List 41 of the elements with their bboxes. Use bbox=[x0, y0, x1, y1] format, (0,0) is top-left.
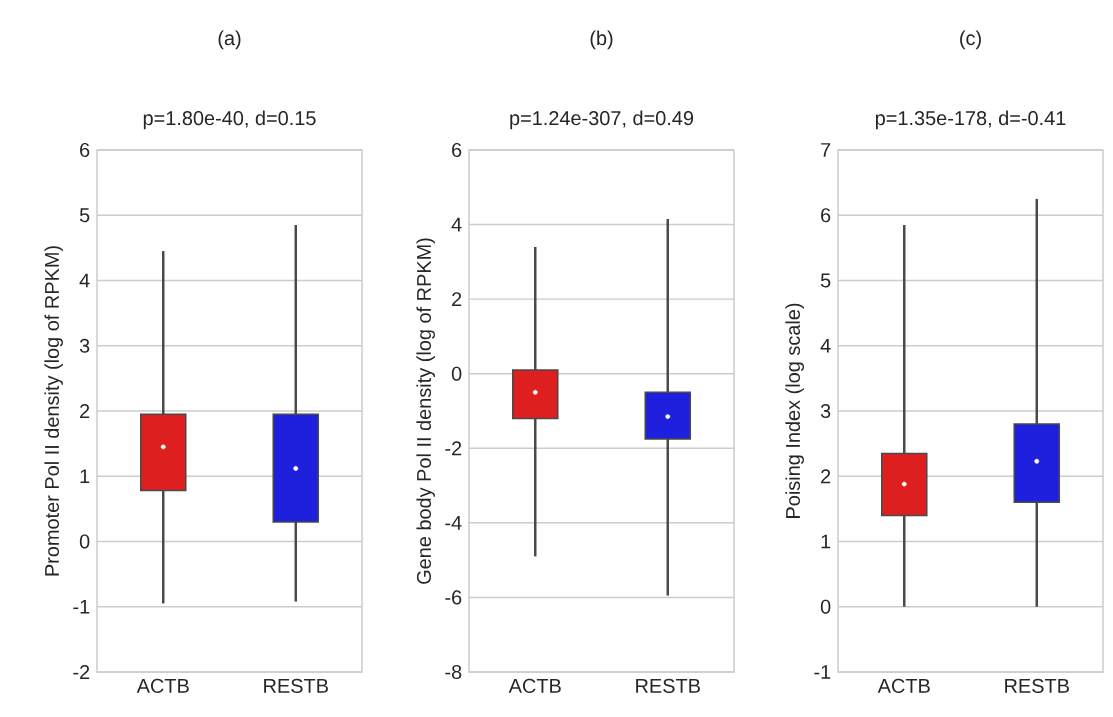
y-tick-label: 7 bbox=[821, 143, 831, 157]
y-tick-label: -4 bbox=[445, 515, 462, 530]
y-tick-label: -2 bbox=[445, 441, 462, 456]
chart-title: (b) bbox=[590, 30, 613, 50]
y-tick-label: 4 bbox=[79, 273, 90, 288]
y-tick-label: 4 bbox=[820, 338, 831, 353]
y-tick-label: 3 bbox=[79, 338, 90, 353]
y-tick-label: -1 bbox=[73, 599, 90, 614]
y-tick-label: 2 bbox=[80, 404, 90, 418]
y-tick-label: 4 bbox=[451, 217, 462, 232]
y-tick-label: 3 bbox=[820, 403, 831, 419]
chart-subtitle: p=1.24e-307, d=0.49 bbox=[510, 110, 694, 130]
y-tick-label: 6 bbox=[821, 208, 831, 223]
x-tick-label: ACTB bbox=[136, 678, 189, 693]
chart-subtitle: p=1.35e-178, d=-0.41 bbox=[875, 110, 1066, 130]
x-tick-label: RESTB bbox=[636, 678, 700, 693]
y-tick-label: 6 bbox=[80, 142, 90, 158]
y-tick-label: -1 bbox=[814, 665, 831, 679]
y-tick-label: 5 bbox=[820, 273, 831, 288]
y-tick-label: 5 bbox=[79, 208, 90, 223]
chart-title: (c) bbox=[960, 30, 981, 50]
y-tick-label: -6 bbox=[445, 590, 462, 605]
y-tick-label: 0 bbox=[451, 366, 462, 381]
y-tick-label: 1 bbox=[80, 469, 90, 484]
y-tick-label: 1 bbox=[821, 534, 831, 549]
x-tick-label: RESTB bbox=[264, 678, 328, 693]
y-tick-label: -2 bbox=[73, 665, 90, 679]
chart-title: (a) bbox=[218, 30, 241, 50]
x-tick-label: ACTB bbox=[508, 678, 561, 693]
y-axis-title: Gene body Pol II density (log of RPKM) bbox=[416, 238, 435, 584]
y-tick-label: 2 bbox=[821, 469, 831, 484]
y-tick-label: 6 bbox=[452, 142, 462, 158]
y-tick-label: 0 bbox=[79, 534, 90, 549]
y-axis-title: Poising Index (log scale) bbox=[785, 303, 804, 518]
x-tick-label: RESTB bbox=[1005, 678, 1069, 693]
chart-subtitle: p=1.80e-40, d=0.15 bbox=[143, 110, 316, 130]
y-tick-label: 0 bbox=[820, 599, 831, 614]
y-tick-label: -8 bbox=[445, 664, 462, 680]
x-tick-label: ACTB bbox=[877, 678, 930, 693]
y-tick-label: 2 bbox=[452, 292, 462, 307]
y-axis-title: Promoter Pol II density (log of RPKM) bbox=[44, 246, 63, 576]
